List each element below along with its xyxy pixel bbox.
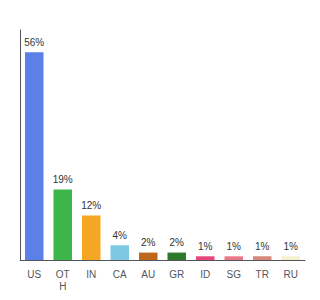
- svg-text:RU: RU: [284, 269, 298, 280]
- svg-text:1%: 1%: [227, 241, 242, 252]
- svg-text:CA: CA: [113, 269, 127, 280]
- svg-text:1%: 1%: [284, 241, 299, 252]
- svg-text:H: H: [59, 281, 66, 292]
- svg-text:SG: SG: [227, 269, 242, 280]
- svg-text:ID: ID: [200, 269, 210, 280]
- svg-text:US: US: [27, 269, 41, 280]
- svg-text:2%: 2%: [141, 237, 156, 248]
- svg-text:1%: 1%: [255, 241, 270, 252]
- svg-text:IN: IN: [86, 269, 96, 280]
- svg-text:OT: OT: [56, 269, 70, 280]
- svg-text:AU: AU: [141, 269, 155, 280]
- svg-text:19%: 19%: [53, 174, 73, 185]
- svg-text:2%: 2%: [170, 237, 185, 248]
- svg-text:56%: 56%: [24, 37, 44, 48]
- svg-text:12%: 12%: [81, 200, 101, 211]
- svg-text:GR: GR: [169, 269, 184, 280]
- svg-text:4%: 4%: [113, 230, 128, 241]
- svg-text:TR: TR: [256, 269, 269, 280]
- svg-text:1%: 1%: [198, 241, 213, 252]
